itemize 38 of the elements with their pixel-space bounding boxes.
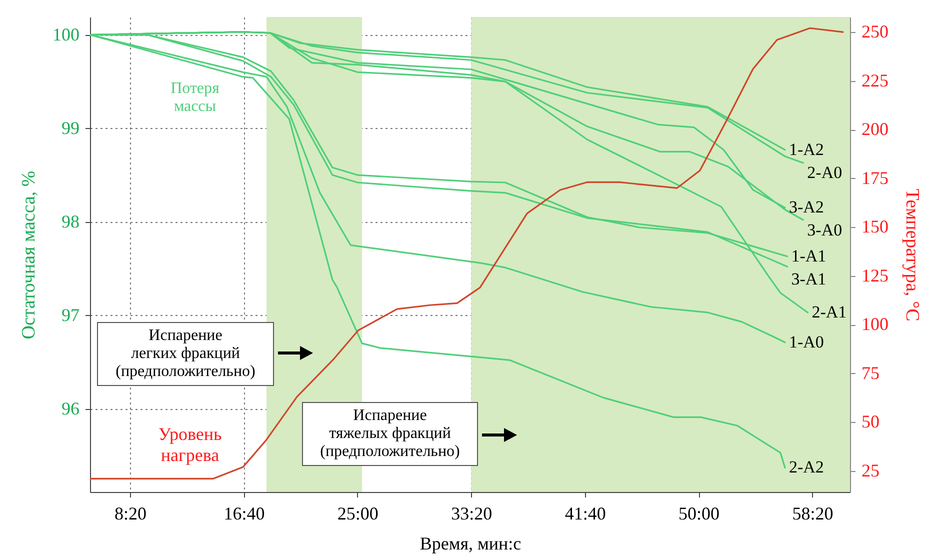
series-label: 3-A1 [791, 269, 826, 288]
y2-tick-label: 200 [862, 119, 888, 140]
x-tick-label: 33:20 [451, 504, 492, 524]
series-label: 3-A0 [807, 220, 842, 240]
x-tick-label: 25:00 [337, 504, 378, 524]
series-label: 2-A1 [812, 302, 847, 322]
y2-tick-label: 150 [862, 216, 888, 237]
x-axis-title: Время, мин:с [420, 534, 522, 554]
y-tick-label: 97 [62, 304, 80, 325]
x-tick-label: 58:20 [792, 504, 834, 524]
x-tick-label: 50:00 [678, 504, 720, 524]
y2-tick-label: 50 [862, 412, 880, 432]
y-axis-title: Остаточная масса, % [18, 170, 40, 340]
series-label: 1-A2 [788, 140, 824, 159]
series-label: 1-A0 [788, 332, 824, 352]
annotation: Потеря массы [170, 80, 220, 116]
x-tick-label: 41:40 [564, 504, 606, 524]
y2-tick-label: 225 [862, 70, 888, 90]
annotation: Испарение тяжелых фракций (предположительно) [302, 402, 478, 466]
series-label: 2-A0 [807, 162, 842, 182]
y-tick-label: 96 [62, 398, 80, 418]
x-tick-label: 8:20 [114, 504, 147, 524]
y-tick-label: 99 [62, 118, 80, 138]
y-tick-label: 100 [52, 24, 80, 44]
y2-tick-label: 75 [862, 362, 880, 383]
y2-tick-label: 125 [862, 265, 888, 286]
series-label: 1-A1 [791, 246, 826, 266]
series-label: 2-A2 [788, 458, 824, 477]
y2-tick-label: 25 [862, 460, 880, 480]
y2-tick-label: 250 [862, 22, 888, 42]
series-label: 3-A2 [788, 198, 824, 217]
y2-tick-label: 100 [862, 314, 888, 334]
x-tick-label: 16:40 [224, 504, 265, 524]
annotation: Испарение легких фракций (предположительно) [97, 322, 274, 386]
y2-axis-title: Температура, °С [902, 188, 922, 322]
y2-tick-label: 175 [862, 168, 888, 188]
y-tick-label: 98 [62, 211, 80, 232]
series-label: Уровень нагрева [157, 424, 223, 466]
